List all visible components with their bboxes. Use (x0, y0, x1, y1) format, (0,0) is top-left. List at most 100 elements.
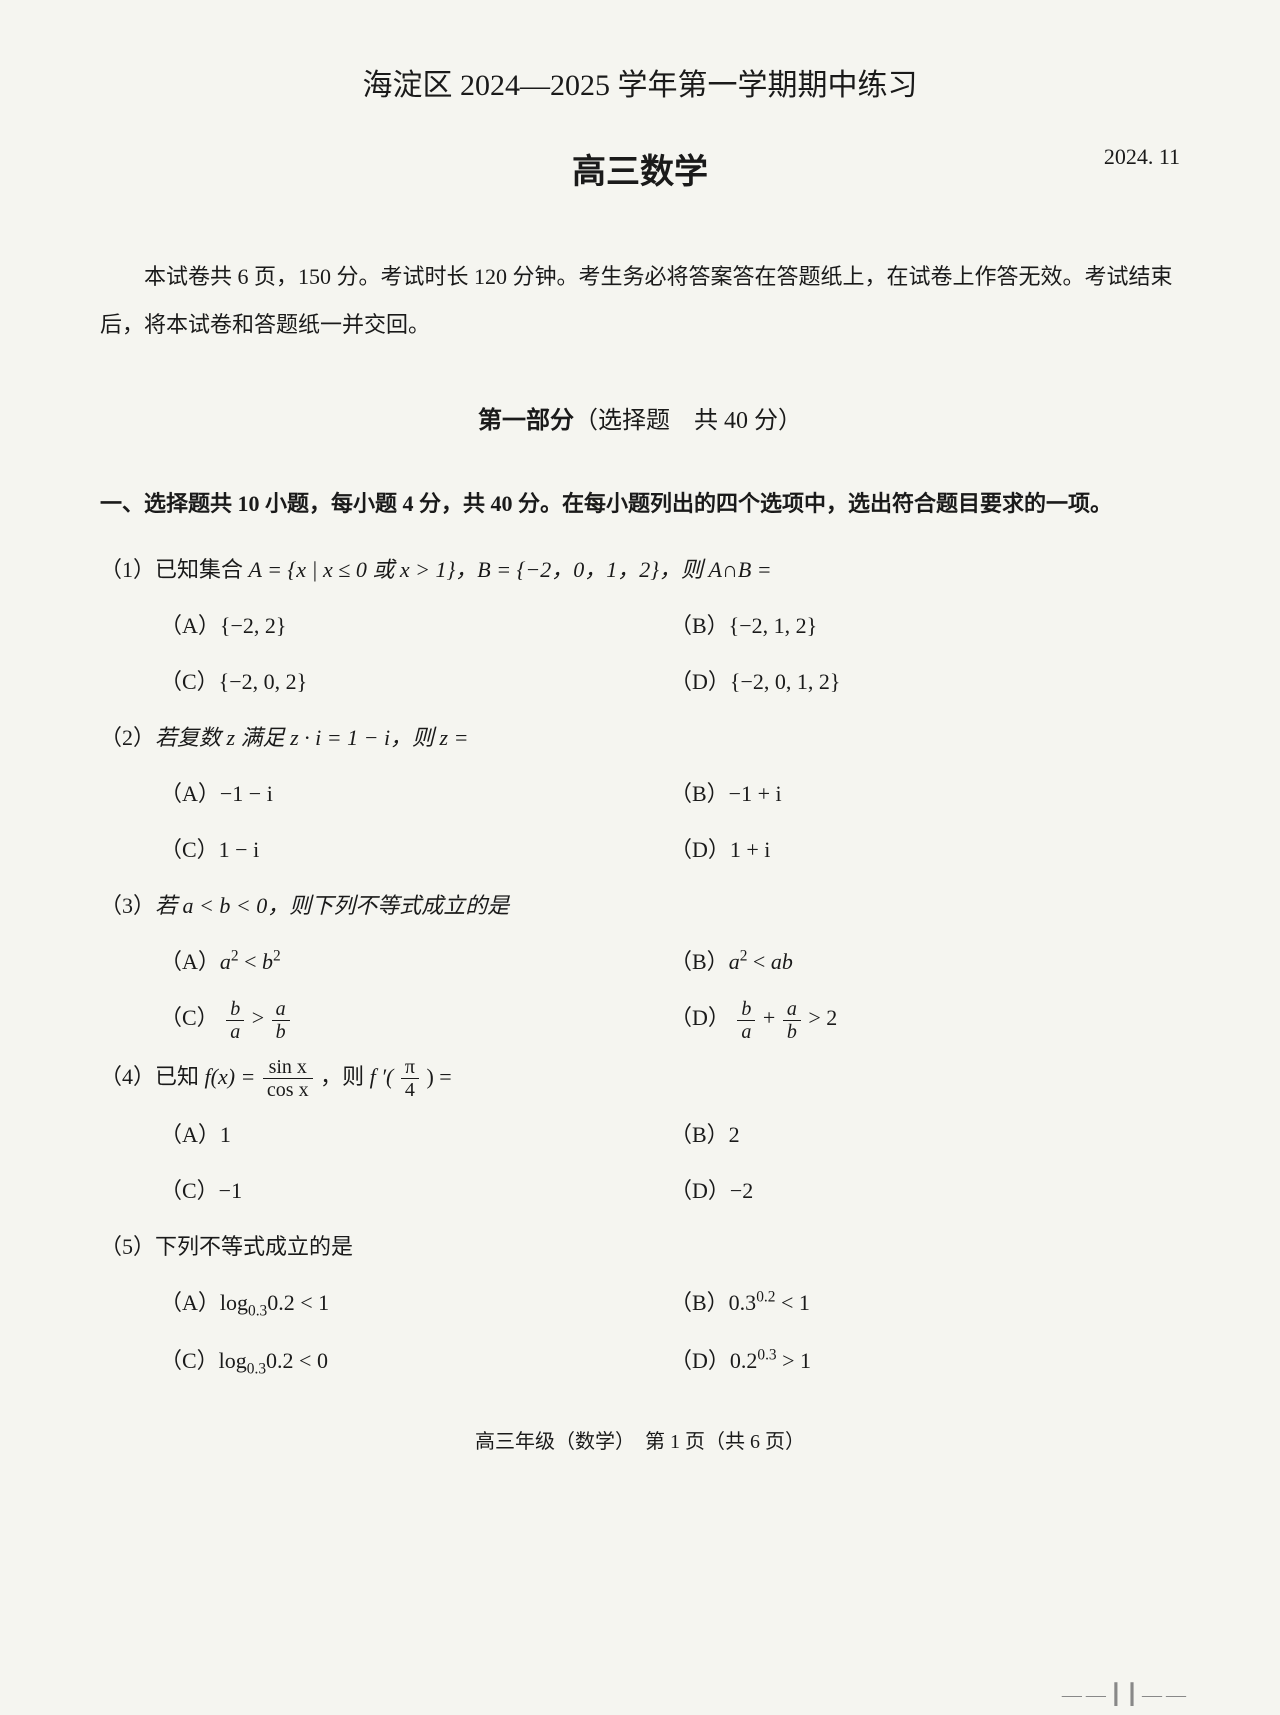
q3d-gt: > (808, 1005, 826, 1030)
q1-A: A = {x | x ≤ 0 或 x > 1}， (249, 557, 478, 582)
q1-option-b: （B）{−2, 1, 2} (670, 604, 1180, 648)
q3c-num1: b (226, 998, 244, 1021)
q5-text: 下列不等式成立的是 (155, 1234, 353, 1259)
q5a-pre: （A）log (160, 1290, 248, 1315)
q1-num: （1） (100, 557, 155, 582)
q3b-pre: （B） (670, 949, 729, 974)
exam-date: 2024. 11 (1104, 144, 1180, 170)
q3c-gt: > (252, 1005, 270, 1030)
q3b-ab: ab (771, 949, 793, 974)
q3d-plus: + (763, 1005, 781, 1030)
q3b-lt: < (747, 949, 770, 974)
page-curl-mark: ——┃┃—— (1062, 1682, 1190, 1707)
q4-four: 4 (401, 1079, 419, 1101)
question-2: （2）若复数 z 满足 z · i = 1 − i，则 z = （A）−1 − … (100, 716, 1180, 872)
q3a-lt: < (239, 949, 262, 974)
q3d-two: 2 (826, 1005, 837, 1030)
q3c-pre: （C） (160, 1005, 219, 1030)
q2-option-a: （A）−1 − i (160, 772, 670, 816)
q5-option-a: （A）log0.30.2 < 1 (160, 1281, 670, 1327)
q5d-pre: （D）0.2 (670, 1348, 757, 1373)
q3d-num2: a (783, 998, 801, 1021)
q1-pre: 已知集合 (155, 557, 249, 582)
q5-stem: （5）下列不等式成立的是 (100, 1225, 1180, 1269)
q5-option-d: （D）0.20.3 > 1 (670, 1339, 1180, 1385)
q5c-sub: 0.3 (247, 1361, 266, 1378)
q3-option-c: （C） ba > ab (160, 996, 670, 1042)
q5b-sup: 0.2 (756, 1289, 775, 1306)
q4-option-d: （D）−2 (670, 1169, 1180, 1213)
q5b-pre: （B）0.3 (670, 1290, 756, 1315)
q4-frac-pi4: π4 (401, 1056, 419, 1101)
q2-option-b: （B）−1 + i (670, 772, 1180, 816)
q3a-a: a (220, 949, 231, 974)
q4-pi: π (401, 1056, 419, 1079)
question-1: （1）已知集合 A = {x | x ≤ 0 或 x > 1}，B = {−2，… (100, 548, 1180, 704)
q3b-a: a (729, 949, 740, 974)
q3c-den1: a (226, 1021, 244, 1043)
q3a-sq2: 2 (273, 948, 281, 965)
q3c-frac2: ab (272, 998, 290, 1043)
q5a-sub: 0.3 (248, 1302, 267, 1319)
exam-instructions: 本试卷共 6 页，150 分。考试时长 120 分钟。考生务必将答案答在答题纸上… (100, 253, 1180, 350)
q5c-pre: （C）log (160, 1348, 247, 1373)
q5-option-b: （B）0.30.2 < 1 (670, 1281, 1180, 1327)
q3-stem: （3）若 a < b < 0，则下列不等式成立的是 (100, 884, 1180, 928)
q4-frac-sincos: sin xcos x (263, 1056, 313, 1101)
q3d-den2: b (783, 1021, 801, 1043)
q3a-pre: （A） (160, 949, 220, 974)
subject-title: 高三数学 (572, 144, 708, 193)
q4-fx: f(x) = (205, 1064, 261, 1089)
q4-then: ，则 (320, 1064, 370, 1089)
q2-option-d: （D）1 + i (670, 828, 1180, 872)
q3-option-a: （A）a2 < b2 (160, 940, 670, 984)
q4-eq: ) = (426, 1064, 451, 1089)
q5-num: （5） (100, 1234, 155, 1259)
q5d-post: > 1 (777, 1348, 811, 1373)
q1-stem: （1）已知集合 A = {x | x ≤ 0 或 x > 1}，B = {−2，… (100, 548, 1180, 592)
q4-option-b: （B）2 (670, 1113, 1180, 1157)
q3-option-d: （D） ba + ab > 2 (670, 996, 1180, 1042)
q3d-frac2: ab (783, 998, 801, 1043)
q3a-b: b (262, 949, 273, 974)
q4-pre: 已知 (155, 1064, 205, 1089)
main-title: 海淀区 2024—2025 学年第一学期期中练习 (100, 60, 1180, 104)
part-header: 第一部分（选择题 共 40 分） (100, 400, 1180, 435)
q4-option-c: （C）−1 (160, 1169, 670, 1213)
question-5: （5）下列不等式成立的是 （A）log0.30.2 < 1 （B）0.30.2 … (100, 1225, 1180, 1385)
q1-option-c: （C）{−2, 0, 2} (160, 660, 670, 704)
q3-text: 若 a < b < 0，则下列不等式成立的是 (155, 893, 509, 918)
subtitle-row: 高三数学 2024. 11 (100, 144, 1180, 193)
page-footer: 高三年级（数学） 第 1 页（共 6 页） (100, 1425, 1180, 1454)
q5a-post: 0.2 < 1 (267, 1290, 329, 1315)
q4-option-a: （A）1 (160, 1113, 670, 1157)
q2-stem: （2）若复数 z 满足 z · i = 1 − i，则 z = (100, 716, 1180, 760)
q3-option-b: （B）a2 < ab (670, 940, 1180, 984)
section-instruction: 一、选择题共 10 小题，每小题 4 分，共 40 分。在每小题列出的四个选项中… (166, 480, 1180, 528)
q4-stem: （4）已知 f(x) = sin xcos x ，则 f ′( π4 ) = (100, 1055, 1180, 1101)
q3a-sq1: 2 (231, 948, 239, 965)
q5-option-c: （C）log0.30.2 < 0 (160, 1339, 670, 1385)
q4-cos: cos x (263, 1079, 313, 1101)
q4-sin: sin x (263, 1056, 313, 1079)
q3c-num2: a (272, 998, 290, 1021)
q3-num: （3） (100, 893, 155, 918)
q1-option-a: （A）{−2, 2} (160, 604, 670, 648)
q3d-pre: （D） (670, 1005, 730, 1030)
q3d-frac1: ba (737, 998, 755, 1043)
q1-B: B = {−2，0，1，2}，则 A∩B = (477, 557, 771, 582)
q3c-frac1: ba (226, 998, 244, 1043)
q5d-sup: 0.3 (757, 1347, 776, 1364)
q3d-num1: b (737, 998, 755, 1021)
q2-text: 若复数 z 满足 z · i = 1 − i，则 z = (155, 725, 468, 750)
part-label-rest: （选择题 共 40 分） (574, 408, 802, 434)
q4-num: （4） (100, 1064, 155, 1089)
question-3: （3）若 a < b < 0，则下列不等式成立的是 （A）a2 < b2 （B）… (100, 884, 1180, 1042)
q5c-post: 0.2 < 0 (266, 1348, 328, 1373)
q2-option-c: （C）1 − i (160, 828, 670, 872)
q4-fprime: f ′( (370, 1064, 394, 1089)
q3d-den1: a (737, 1021, 755, 1043)
part-label-bold: 第一部分 (478, 408, 574, 434)
question-4: （4）已知 f(x) = sin xcos x ，则 f ′( π4 ) = （… (100, 1055, 1180, 1213)
q5b-post: < 1 (775, 1290, 809, 1315)
